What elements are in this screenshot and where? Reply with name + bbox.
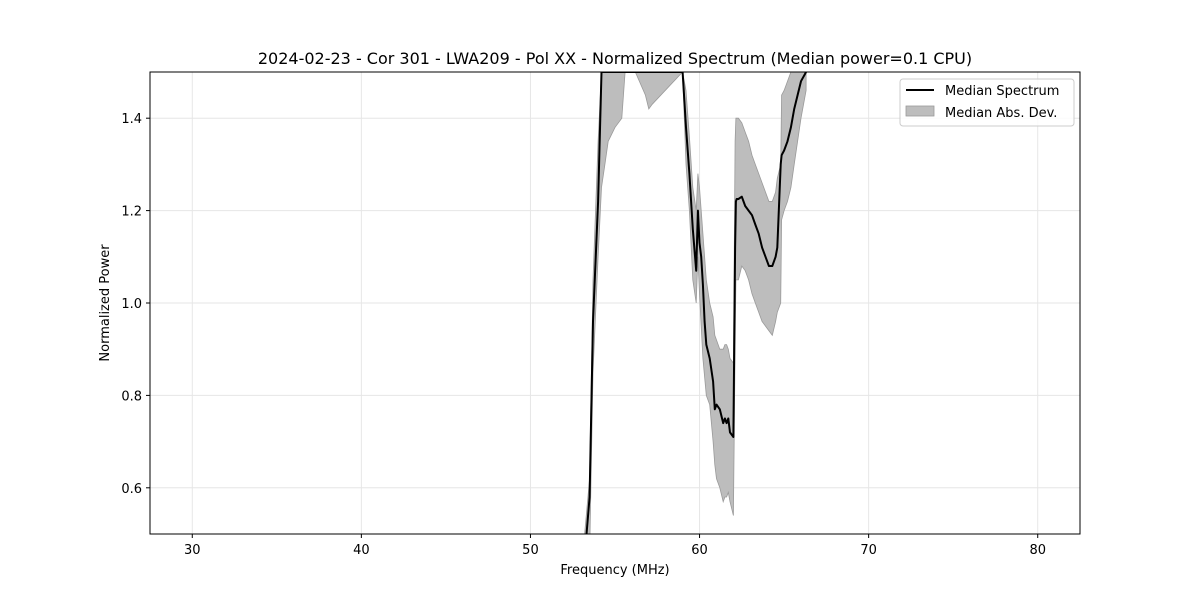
- legend-label-median-spectrum: Median Spectrum: [945, 84, 1059, 99]
- y-tick-label: 0.6: [121, 482, 142, 497]
- legend: Median Spectrum Median Abs. Dev.: [899, 78, 1075, 127]
- y-tick-label: 1.4: [121, 112, 142, 127]
- plot-data: [584, 72, 807, 534]
- x-tick-label: 80: [1029, 543, 1046, 558]
- chart-title: 2024-02-23 - Cor 301 - LWA209 - Pol XX -…: [258, 49, 972, 68]
- x-tick-label: 30: [184, 543, 201, 558]
- x-tick-label: 60: [691, 543, 708, 558]
- y-tick-label: 0.8: [121, 389, 142, 404]
- legend-band-swatch: [905, 105, 935, 117]
- x-axis-label: Frequency (MHz): [560, 563, 669, 578]
- x-tick-label: 50: [522, 543, 539, 558]
- median-spectrum-line: [585, 72, 807, 534]
- x-tick-label: 70: [860, 543, 877, 558]
- x-tick-label: 40: [353, 543, 370, 558]
- y-tick-label: 1.2: [121, 205, 142, 220]
- y-tick-label: 1.0: [121, 297, 142, 312]
- legend-label-median-abs-dev: Median Abs. Dev.: [945, 106, 1057, 121]
- y-axis-label: Normalized Power: [98, 244, 113, 362]
- median-abs-dev-band: [584, 72, 807, 534]
- axis-ticks: 30 40 50 60 70 80 0.6 0.8 1.0 1.2 1.4: [121, 112, 1046, 558]
- legend-box: [899, 78, 1075, 127]
